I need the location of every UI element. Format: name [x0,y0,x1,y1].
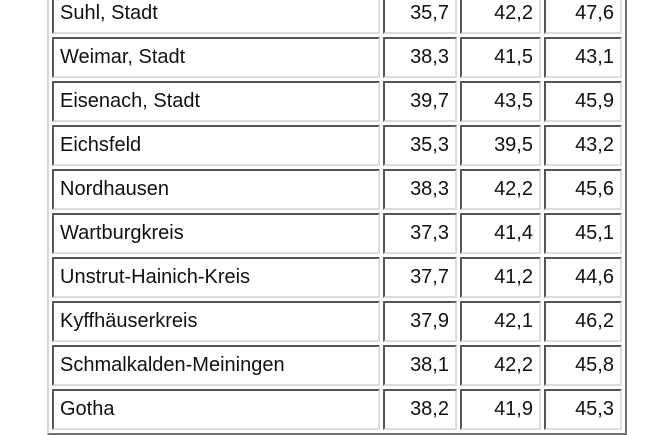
value-cell-3: 45,1 [544,213,622,254]
value-cell-1: 38,1 [383,345,457,386]
value-cell-2: 42,1 [460,301,541,342]
region-cell: Eisenach, Stadt [52,81,380,122]
region-cell: Suhl, Stadt [52,0,380,34]
region-cell: Kyffhäuserkreis [52,301,380,342]
value-cell-3: 46,2 [544,301,622,342]
value-cell-1: 37,9 [383,301,457,342]
value-cell-3: 45,8 [544,345,622,386]
data-table: Suhl, Stadt 35,7 42,2 47,6 Weimar, Stadt 38,3… [47,0,627,435]
value-cell-2: 41,2 [460,257,541,298]
value-cell-1: 38,3 [383,169,457,210]
value-cell-2: 41,4 [460,213,541,254]
region-cell: Wartburgkreis [52,213,380,254]
table-body: Suhl, Stadt 35,7 42,2 47,6 Weimar, Stadt 38,3… [52,0,622,430]
value-cell-2: 42,2 [460,169,541,210]
table-row: Weimar, Stadt 38,3 41,5 43,1 [52,37,622,78]
value-cell-1: 37,3 [383,213,457,254]
table-row: Nordhausen 38,3 42,2 45,6 [52,169,622,210]
table-row: Kyffhäuserkreis 37,9 42,1 46,2 [52,301,622,342]
table-row: Eichsfeld 35,3 39,5 43,2 [52,125,622,166]
value-cell-3: 44,6 [544,257,622,298]
region-cell: Unstrut-Hainich-Kreis [52,257,380,298]
value-cell-1: 35,3 [383,125,457,166]
value-cell-3: 43,1 [544,37,622,78]
value-cell-2: 39,5 [460,125,541,166]
value-cell-2: 42,2 [460,345,541,386]
value-cell-1: 39,7 [383,81,457,122]
value-cell-2: 43,5 [460,81,541,122]
region-cell: Schmalkalden-Meiningen [52,345,380,386]
region-cell: Eichsfeld [52,125,380,166]
value-cell-1: 37,7 [383,257,457,298]
value-cell-3: 45,6 [544,169,622,210]
value-cell-1: 35,7 [383,0,457,34]
value-cell-3: 47,6 [544,0,622,34]
value-cell-1: 38,3 [383,37,457,78]
value-cell-2: 41,9 [460,389,541,430]
table-row: Wartburgkreis 37,3 41,4 45,1 [52,213,622,254]
table-row: Schmalkalden-Meiningen 38,1 42,2 45,8 [52,345,622,386]
table-row: Suhl, Stadt 35,7 42,2 47,6 [52,0,622,34]
value-cell-3: 43,2 [544,125,622,166]
region-cell: Nordhausen [52,169,380,210]
table-row: Gotha 38,2 41,9 45,3 [52,389,622,430]
region-cell: Weimar, Stadt [52,37,380,78]
table-row: Eisenach, Stadt 39,7 43,5 45,9 [52,81,622,122]
value-cell-3: 45,3 [544,389,622,430]
table-row: Unstrut-Hainich-Kreis 37,7 41,2 44,6 [52,257,622,298]
value-cell-2: 42,2 [460,0,541,34]
value-cell-3: 45,9 [544,81,622,122]
region-cell: Gotha [52,389,380,430]
value-cell-1: 38,2 [383,389,457,430]
table-container: Suhl, Stadt 35,7 42,2 47,6 Weimar, Stadt 38,3… [47,0,627,435]
value-cell-2: 41,5 [460,37,541,78]
